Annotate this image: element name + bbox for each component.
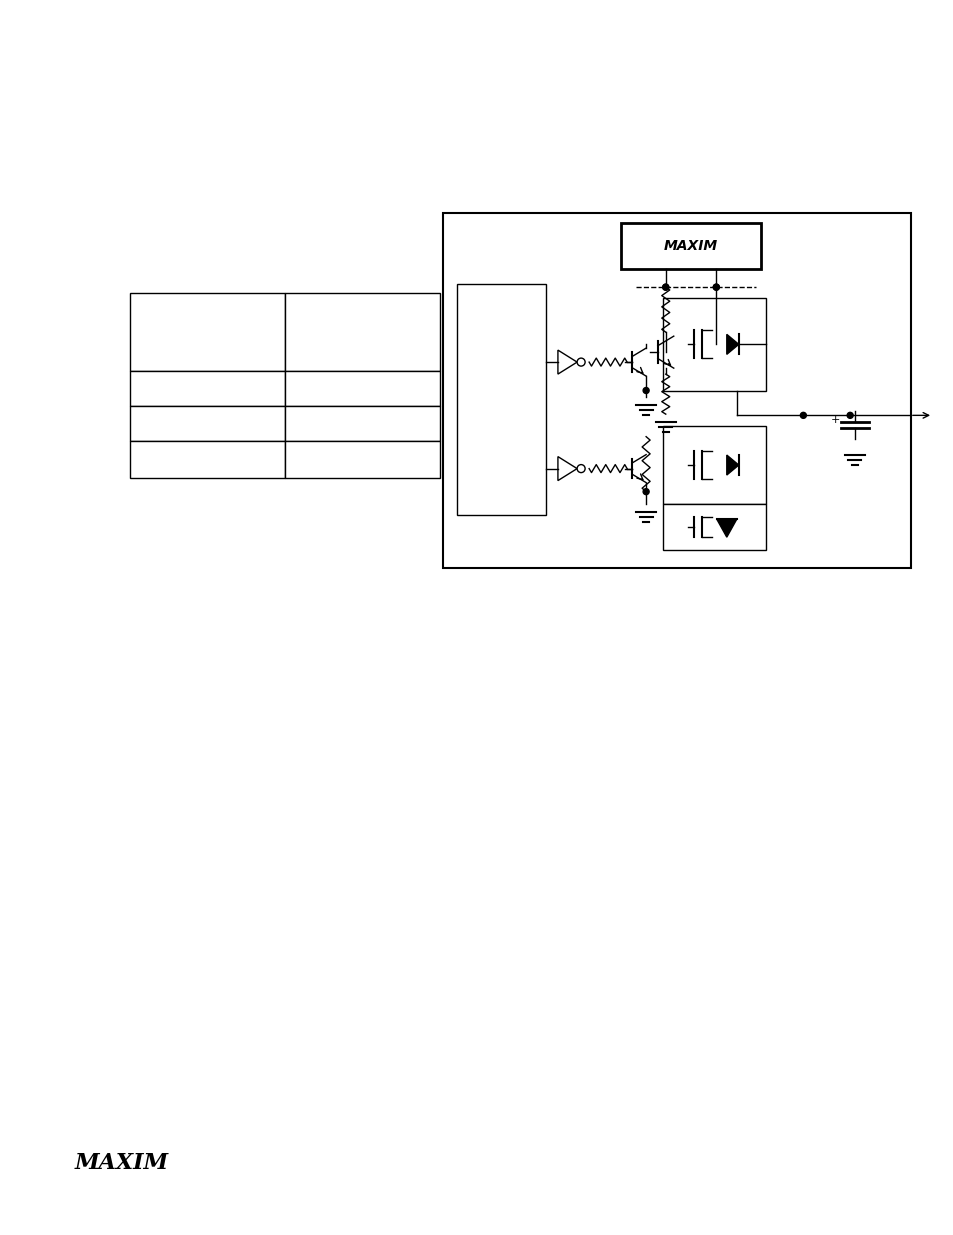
- Text: MAXIM: MAXIM: [75, 1152, 169, 1174]
- Bar: [130, 370, 285, 406]
- Polygon shape: [726, 335, 738, 354]
- Circle shape: [800, 412, 805, 419]
- Circle shape: [713, 284, 719, 290]
- Text: MAXIM: MAXIM: [663, 240, 718, 253]
- Circle shape: [662, 284, 668, 290]
- Bar: [130, 293, 285, 370]
- Circle shape: [846, 412, 852, 419]
- Polygon shape: [558, 350, 577, 374]
- Bar: [662, 298, 765, 390]
- Bar: [285, 406, 439, 441]
- Circle shape: [577, 358, 584, 366]
- Text: +: +: [830, 415, 840, 425]
- Polygon shape: [726, 454, 738, 475]
- Bar: [662, 504, 765, 551]
- Bar: [285, 441, 439, 478]
- Circle shape: [577, 464, 584, 473]
- Bar: [285, 293, 439, 370]
- Circle shape: [642, 489, 648, 495]
- Polygon shape: [558, 457, 577, 480]
- Bar: [130, 441, 285, 478]
- Bar: [285, 370, 439, 406]
- Bar: [442, 212, 910, 568]
- Bar: [130, 406, 285, 441]
- Bar: [662, 426, 765, 504]
- Circle shape: [713, 284, 719, 290]
- Bar: [620, 224, 760, 269]
- Circle shape: [662, 284, 668, 290]
- Polygon shape: [716, 519, 736, 537]
- Bar: [456, 284, 545, 515]
- Circle shape: [642, 388, 648, 394]
